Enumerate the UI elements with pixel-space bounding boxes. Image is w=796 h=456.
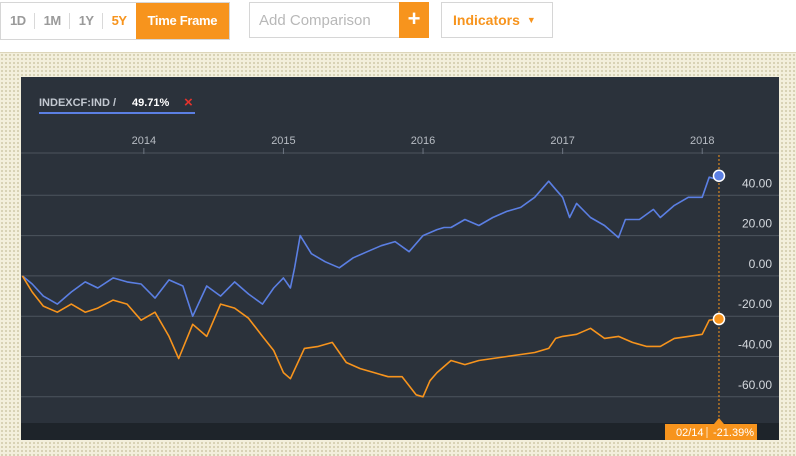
blue-series-line [21,175,720,317]
line-chart[interactable]: 2014 2015 2016 2017 2018 40.00 20.00 0.0… [21,77,779,440]
range-1d-button[interactable]: 1D [1,3,35,39]
remove-series-icon[interactable]: × [184,94,193,111]
indicators-label: Indicators [453,12,520,28]
timeline-bar [21,423,779,440]
blue-series-marker [712,169,726,183]
y-tick-label: -20.00 [738,297,772,311]
y-tick-label: 40.00 [742,176,772,190]
y-tick-label: -60.00 [738,378,772,392]
x-axis: 2014 2015 2016 2017 2018 [132,135,715,147]
grid-lines [21,148,779,398]
legend-symbol: INDEXCF:IND / [39,97,116,109]
comparison-field [249,2,399,38]
series-legend: INDEXCF:IND / 49.71% × [39,94,195,114]
legend-value: 49.71% [132,97,170,109]
range-selector: 1D 1M 1Y 5Y Time Frame [0,2,231,40]
tooltip-date: 02/14 [676,427,704,439]
y-axis: 40.00 20.00 0.00 -20.00 -40.00 -60.00 [738,176,772,392]
tooltip-pointer [713,418,724,424]
range-5y-button[interactable]: 5Y [111,13,127,28]
add-comparison-input[interactable] [250,3,399,37]
chart-panel: 2014 2015 2016 2017 2018 40.00 20.00 0.0… [21,77,779,440]
x-tick-label: 2015 [271,135,295,147]
range-1m-button[interactable]: 1M [35,3,70,39]
range-1y-button[interactable]: 1Y [70,3,103,39]
series-lines [21,175,720,398]
series-end-markers [712,169,726,326]
y-tick-label: -40.00 [738,338,772,352]
add-comparison-button[interactable]: + [399,2,429,38]
x-tick-label: 2018 [690,135,714,147]
x-tick-label: 2016 [411,135,435,147]
x-tick-label: 2017 [550,135,574,147]
indicators-dropdown[interactable]: Indicators ▼ [441,2,553,38]
tooltip-value: -21.39% [713,427,754,439]
x-tick-label: 2014 [132,135,156,147]
time-frame-button[interactable]: Time Frame [135,3,230,39]
cursor-tooltip: 02/14 -21.39% [665,418,757,440]
y-tick-label: 20.00 [742,217,772,231]
tooltip-background [665,424,757,440]
chart-toolbar: 1D 1M 1Y 5Y Time Frame + Indicators ▼ [0,0,796,52]
orange-series-line [21,275,720,398]
caret-down-icon: ▼ [526,15,536,25]
y-tick-label: 0.00 [749,257,773,271]
orange-series-marker [712,312,726,326]
